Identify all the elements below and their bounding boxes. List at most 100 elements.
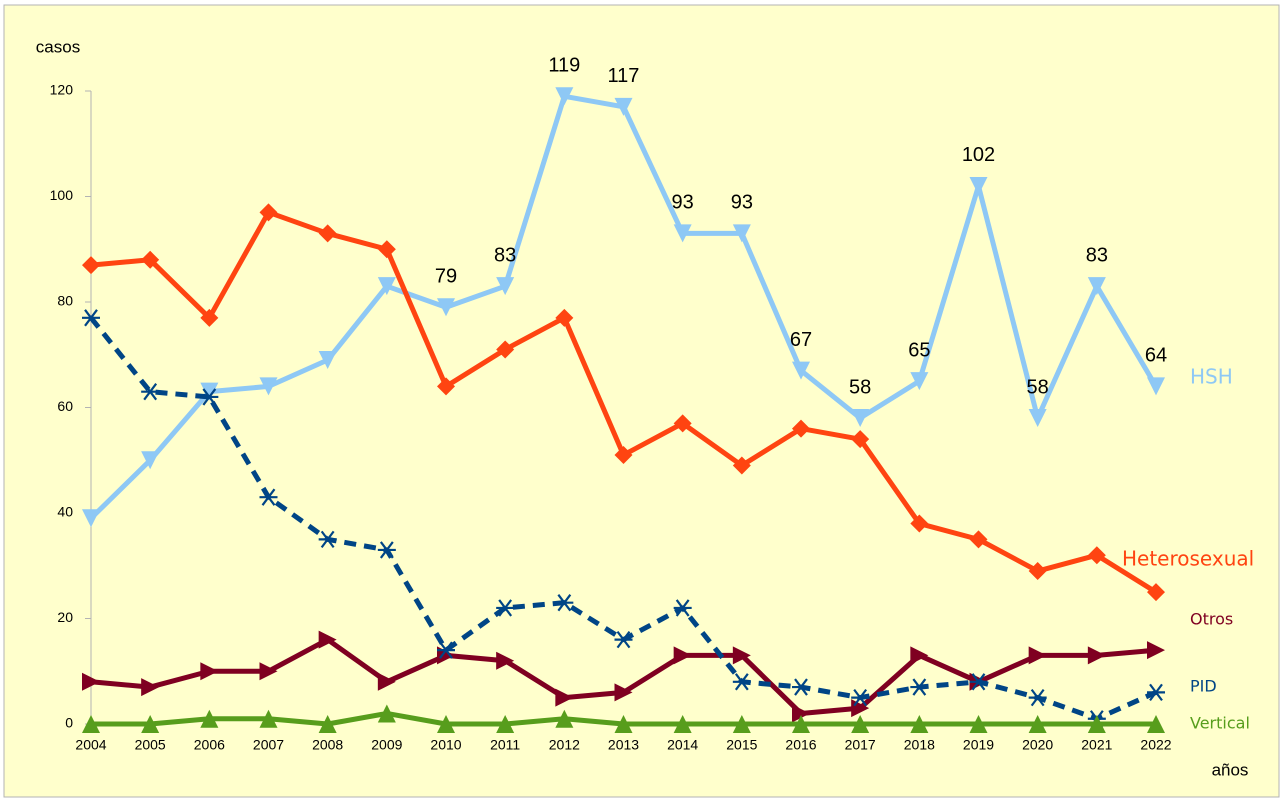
point [673, 646, 692, 665]
point [792, 704, 810, 723]
point [732, 673, 751, 691]
point [555, 87, 574, 106]
point [910, 372, 929, 391]
point [1087, 646, 1106, 665]
point [910, 715, 929, 733]
point [969, 673, 988, 691]
series-label: Vertical [1190, 714, 1250, 733]
point [259, 709, 278, 728]
point [614, 630, 633, 649]
point [1147, 715, 1165, 733]
point [910, 678, 929, 696]
point [318, 224, 337, 243]
data-label: 64 [1145, 345, 1167, 367]
x-tick-label: 2012 [549, 737, 580, 753]
point [141, 383, 160, 401]
point [141, 715, 160, 733]
point [200, 382, 219, 401]
point [141, 451, 160, 470]
y-axis-label: casos [36, 37, 80, 56]
point [437, 641, 455, 659]
y-tick-label: 80 [57, 293, 73, 309]
point [82, 715, 100, 733]
point [200, 308, 219, 327]
point [318, 715, 337, 733]
point [732, 456, 751, 475]
x-tick-label: 2006 [194, 737, 225, 753]
point [377, 704, 396, 723]
point [141, 250, 160, 269]
point [1028, 409, 1047, 428]
x-tick-label: 2020 [1022, 737, 1053, 753]
point [969, 176, 988, 195]
point [377, 240, 396, 259]
point [555, 709, 574, 728]
point [673, 224, 692, 243]
y-tick-label: 20 [57, 609, 73, 625]
point [1028, 715, 1047, 733]
data-label: 117 [608, 65, 640, 87]
point [1147, 683, 1165, 702]
point [496, 651, 515, 670]
point [555, 594, 574, 612]
point [377, 277, 396, 296]
point [259, 203, 278, 222]
point [82, 309, 100, 327]
point [259, 662, 278, 681]
point [910, 514, 929, 533]
point [82, 256, 100, 275]
x-tick-label: 2005 [135, 737, 166, 753]
x-tick-label: 2009 [371, 737, 402, 753]
point [437, 715, 455, 733]
y-tick-label: 60 [57, 398, 73, 414]
point [792, 419, 810, 438]
data-label: 65 [908, 339, 930, 361]
point [732, 224, 751, 243]
point [555, 688, 574, 707]
point [792, 361, 810, 380]
point [82, 509, 100, 528]
point [792, 678, 810, 696]
point [673, 599, 692, 617]
y-tick-label: 120 [50, 82, 74, 98]
point [1028, 562, 1047, 581]
point [969, 530, 988, 549]
x-tick-label: 2010 [430, 737, 461, 753]
point [1087, 546, 1106, 565]
y-tick-label: 100 [50, 187, 74, 203]
y-tick-label: 40 [57, 504, 73, 520]
point [1147, 583, 1165, 602]
x-tick-label: 2007 [253, 737, 284, 753]
x-tick-label: 2015 [726, 737, 757, 753]
point [851, 409, 870, 428]
point [1087, 277, 1106, 296]
point [259, 377, 278, 396]
data-label: 119 [548, 55, 580, 77]
x-tick-label: 2014 [667, 737, 698, 753]
data-label: 58 [849, 376, 871, 398]
point [200, 709, 219, 728]
data-label: 93 [731, 192, 753, 214]
point [496, 340, 515, 359]
point [200, 388, 219, 406]
point [318, 351, 337, 370]
x-tick-label: 2013 [608, 737, 639, 753]
point [318, 630, 337, 649]
point [496, 715, 515, 733]
point [1028, 646, 1047, 665]
series-label: HSH [1190, 365, 1233, 389]
x-tick-label: 2022 [1140, 737, 1171, 753]
point [377, 672, 396, 691]
point [496, 277, 515, 296]
x-tick-label: 2019 [963, 737, 994, 753]
x-tick-label: 2016 [785, 737, 816, 753]
series-label: Heterosexual [1122, 547, 1254, 571]
data-label: 67 [790, 329, 812, 351]
point [614, 445, 633, 464]
point [673, 715, 692, 733]
series-label: Otros [1190, 610, 1233, 629]
point [851, 715, 870, 733]
point [1028, 688, 1047, 707]
point [851, 688, 870, 707]
